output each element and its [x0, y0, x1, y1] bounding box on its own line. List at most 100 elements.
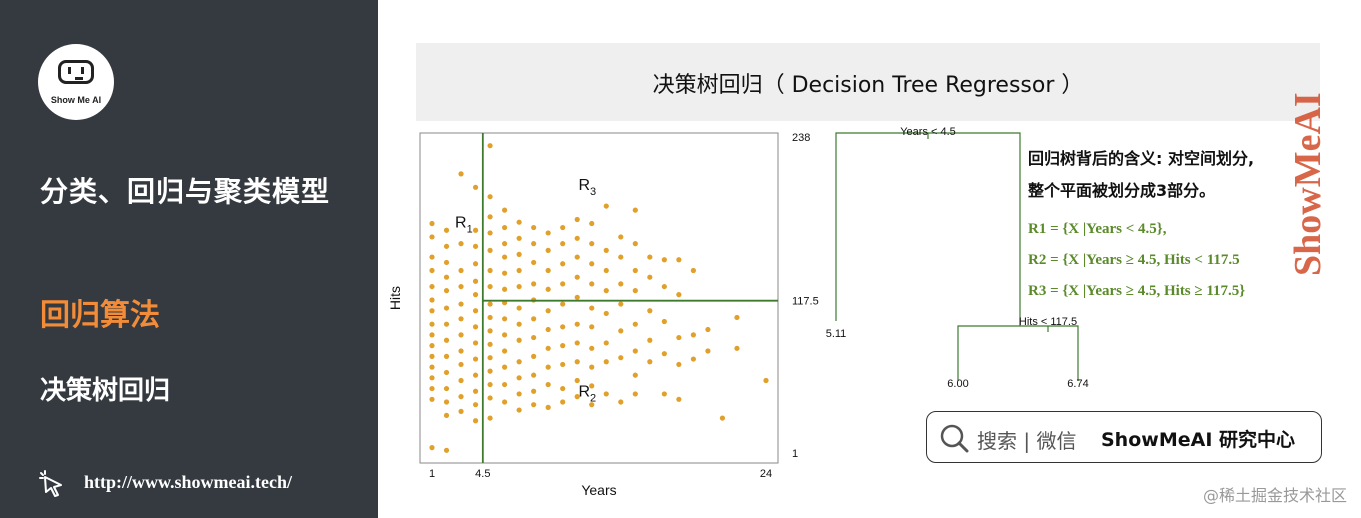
tree-hits-branch [957, 325, 1079, 381]
data-point [545, 381, 551, 388]
data-point [560, 399, 566, 405]
data-point [443, 412, 450, 419]
data-point [502, 270, 508, 276]
data-point [472, 418, 479, 424]
data-point [705, 326, 711, 333]
tree-leaf-value: 5.11 [826, 328, 847, 340]
data-point [531, 372, 537, 378]
slide-header: 决策树回归（ Decision Tree Regressor ） [416, 43, 1320, 121]
explanation-line-1: 回归树背后的含义: 对空间划分, [1028, 149, 1255, 168]
data-point [560, 343, 566, 349]
data-point [560, 301, 566, 307]
website-url[interactable]: http://www.showmeai.tech/ [84, 472, 292, 492]
data-point [472, 340, 479, 346]
data-point [502, 399, 508, 405]
data-point [472, 292, 479, 298]
data-point [502, 348, 508, 354]
sidebar: Show Me AI 分类、回归与聚类模型 回归算法 决策树回归 http://… [0, 0, 378, 518]
showmeai-logo: Show Me AI [38, 44, 114, 120]
data-point [516, 407, 522, 413]
data-point [690, 356, 696, 362]
data-point [472, 227, 479, 233]
data-point [603, 391, 609, 397]
data-point [763, 377, 769, 384]
data-point [429, 321, 435, 327]
data-point [487, 314, 493, 321]
data-point [734, 345, 740, 351]
data-point [458, 316, 464, 322]
data-point [603, 267, 609, 274]
data-point [589, 281, 595, 287]
data-point [618, 254, 624, 260]
data-point [603, 203, 609, 209]
data-point [545, 230, 551, 236]
decision-tree-figure: 1 4.5 24 238 117.5 1 Years Hits R1 R2 R3 Years < 4… [387, 126, 1089, 498]
data-point [589, 261, 595, 267]
data-point [545, 286, 551, 292]
data-point [647, 359, 653, 365]
data-point [545, 326, 551, 333]
data-point [531, 353, 537, 359]
data-point [589, 324, 595, 330]
data-point [632, 241, 638, 247]
data-point [443, 305, 450, 311]
data-point [487, 355, 493, 361]
region-label: R1 [455, 215, 473, 236]
search-hint-text: 搜索 | 微信 [977, 429, 1077, 453]
data-point [443, 288, 450, 294]
data-point [531, 402, 537, 408]
data-point [429, 343, 435, 349]
data-point [472, 372, 479, 378]
data-point [458, 267, 464, 274]
data-point [443, 399, 450, 405]
data-point [502, 254, 508, 260]
data-point [690, 267, 696, 274]
data-point [443, 353, 450, 359]
data-point [676, 257, 682, 263]
data-point [502, 316, 508, 322]
data-point [574, 321, 580, 327]
wechat-search-box[interactable]: 搜索 | 微信 ShowMeAI 研究中心 [926, 411, 1322, 463]
watermark-text: ShowMeAI [1292, 92, 1329, 276]
data-point [429, 353, 435, 359]
data-point [560, 385, 566, 392]
data-point [516, 359, 522, 365]
data-point [458, 377, 464, 384]
data-point [560, 261, 566, 267]
data-point [429, 267, 435, 274]
showmeai-watermark: ShowMeAI [1292, 92, 1329, 276]
search-icon [940, 424, 969, 453]
data-point [458, 283, 464, 290]
data-point [545, 345, 551, 351]
data-point [429, 385, 435, 392]
data-point [574, 216, 580, 223]
data-point [502, 224, 508, 231]
data-point [429, 220, 435, 227]
website-link[interactable]: http://www.showmeai.tech/ [36, 466, 366, 502]
data-point [458, 171, 464, 177]
data-point [589, 402, 595, 408]
data-point [516, 283, 522, 290]
robot-face-icon [58, 60, 94, 84]
plot-frame [419, 132, 779, 464]
y-axis-label: Hits [387, 286, 403, 310]
data-point [560, 361, 566, 368]
data-point [603, 359, 609, 365]
data-point [502, 332, 508, 338]
data-point [574, 254, 580, 260]
data-point [632, 348, 638, 354]
data-point [603, 247, 609, 253]
data-point [632, 391, 638, 397]
data-point [531, 334, 537, 341]
data-point [589, 364, 595, 370]
data-point [661, 318, 667, 325]
data-point [429, 283, 435, 290]
y-tick-label: 117.5 [792, 296, 819, 308]
data-point [632, 321, 638, 327]
data-point [487, 194, 493, 200]
data-point [632, 267, 638, 274]
data-point [487, 247, 493, 253]
data-point [487, 283, 493, 290]
juejin-credit: @稀土掘金技术社区 [1202, 486, 1347, 505]
data-point [472, 388, 479, 394]
